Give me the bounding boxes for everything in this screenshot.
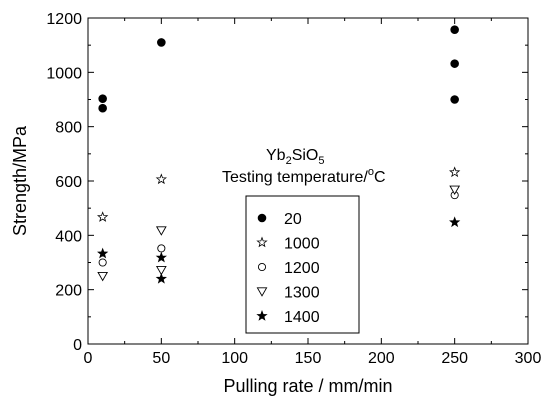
data-point-1300 (97, 271, 109, 282)
data-point-1000 (449, 166, 461, 178)
y-axis-title: Strength/MPa (10, 125, 30, 236)
data-point-20 (98, 94, 107, 103)
y-tick-label: 1200 (46, 11, 82, 28)
x-tick-label: 300 (515, 350, 542, 367)
data-point-20 (157, 38, 166, 47)
data-point-1200 (98, 258, 107, 267)
x-tick-label: 100 (221, 350, 248, 367)
legend-marker-1200 (257, 262, 267, 272)
data-point-1300 (155, 265, 167, 276)
annotation-testing-temperature: Testing temperature/oC (222, 166, 386, 186)
legend-marker-1400 (256, 310, 268, 321)
legend-marker-1300 (256, 287, 268, 297)
data-points (97, 25, 461, 284)
data-point-1300 (155, 226, 167, 236)
annotation-material: Yb2SiO5 (266, 147, 325, 167)
data-point-20 (450, 25, 459, 34)
x-tick-label: 0 (84, 350, 93, 367)
data-point-1400 (155, 251, 167, 263)
y-tick-label: 200 (55, 283, 82, 300)
legend-box (245, 195, 360, 334)
y-tick-label: 800 (55, 120, 82, 137)
data-point-1400 (449, 216, 461, 228)
data-point-20 (450, 95, 459, 104)
data-point-20 (98, 103, 107, 113)
data-point-1300 (449, 185, 461, 195)
legend-marker-1000 (256, 236, 268, 248)
data-point-1200 (157, 244, 166, 253)
data-point-1400 (97, 247, 109, 259)
data-point-1400 (155, 272, 167, 284)
data-point-20 (450, 59, 459, 68)
x-tick-label: 200 (368, 350, 395, 367)
y-tick-label: 400 (55, 228, 82, 245)
x-axis-title: Pulling rate / mm/min (223, 376, 392, 396)
legend-label-1300: 1300 (284, 285, 320, 302)
x-tick-label: 50 (152, 350, 170, 367)
y-tick-label: 0 (73, 337, 82, 354)
data-point-1000 (155, 173, 167, 185)
legend-label-1000: 1000 (284, 236, 320, 253)
y-tick-label: 1000 (46, 65, 82, 82)
legend-label-1200: 1200 (284, 260, 320, 277)
data-point-1000 (97, 211, 109, 222)
axes-layer: 0 50 100 150 200 250 300 0 200 400 600 800 1000 1200 (46, 11, 541, 367)
legend: 20 1000 1200 1300 1400 (256, 211, 320, 326)
legend-marker-20 (257, 213, 267, 223)
y-tick-label: 600 (55, 174, 82, 191)
legend-label-1400: 1400 (284, 309, 320, 326)
x-tick-label: 250 (441, 350, 468, 367)
x-tick-label: 150 (295, 350, 322, 367)
legend-label-20: 20 (284, 211, 302, 228)
